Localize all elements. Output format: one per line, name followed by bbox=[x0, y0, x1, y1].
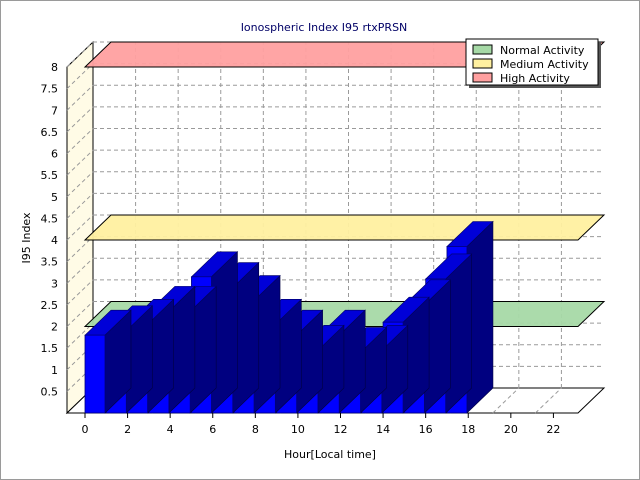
gridline-wall bbox=[66, 322, 94, 349]
gridline-wall bbox=[66, 63, 94, 89]
y-tick-label: 2 bbox=[51, 321, 58, 334]
legend-swatch bbox=[472, 44, 493, 55]
band-medium-activity bbox=[83, 214, 606, 241]
x-tick-label: 18 bbox=[461, 423, 475, 436]
x-tick-label: 20 bbox=[504, 423, 518, 436]
y-tick-label: 3 bbox=[51, 277, 58, 290]
x-tick-label: 2 bbox=[124, 423, 131, 436]
gridline-wall bbox=[66, 171, 94, 198]
x-tick-label: 22 bbox=[546, 423, 560, 436]
bar-hour-0 bbox=[84, 309, 132, 414]
legend-label: Normal Activity bbox=[500, 44, 585, 57]
legend-swatch bbox=[472, 58, 493, 69]
y-tick-label: 4.5 bbox=[41, 212, 59, 225]
gridline-wall bbox=[66, 149, 94, 176]
y-tick-label: 7.5 bbox=[41, 83, 59, 96]
gridline-floor bbox=[535, 387, 562, 414]
y-tick-label: 8 bbox=[51, 61, 58, 74]
y-tick-label: 1.5 bbox=[41, 342, 59, 355]
gridline-wall bbox=[66, 41, 94, 68]
chart-title: Ionospheric Index I95 rtxPRSN bbox=[241, 21, 408, 34]
gridline-wall bbox=[66, 236, 94, 262]
bars bbox=[84, 220, 494, 414]
legend-label: High Activity bbox=[500, 72, 570, 85]
gridline-wall bbox=[66, 128, 94, 154]
x-tick-label: 6 bbox=[209, 423, 216, 436]
legend-swatch bbox=[472, 72, 493, 83]
legend-label: Medium Activity bbox=[500, 58, 589, 71]
gridline-wall bbox=[66, 84, 94, 111]
y-tick-label: 5 bbox=[51, 191, 58, 204]
x-tick-label: 16 bbox=[419, 423, 433, 436]
y-tick-label: 3.5 bbox=[41, 256, 59, 269]
gridline-wall bbox=[66, 106, 94, 133]
x-axis-label: Hour[Local time] bbox=[284, 448, 376, 461]
x-tick-label: 10 bbox=[291, 423, 305, 436]
gridline-wall bbox=[66, 214, 94, 241]
y-tick-label: 4 bbox=[51, 234, 58, 247]
y-tick-label: 0.5 bbox=[41, 385, 59, 398]
x-tick-label: 4 bbox=[167, 423, 174, 436]
x-axis-ticks: 0 2 4 6 8 10 12 14 16 18 20 22 bbox=[82, 413, 560, 436]
y-tick-label: 7 bbox=[51, 104, 58, 117]
gridline-floor bbox=[492, 387, 520, 414]
x-tick-label: 8 bbox=[252, 423, 259, 436]
gridline-wall bbox=[66, 301, 94, 327]
y-tick-label: 5.5 bbox=[41, 169, 59, 182]
y-tick-label: 2.5 bbox=[41, 299, 59, 312]
y-tick-label: 1 bbox=[51, 364, 58, 377]
gridline-wall bbox=[66, 257, 94, 284]
gridline-wall bbox=[66, 193, 94, 219]
gridline-wall bbox=[66, 279, 94, 306]
x-tick-label: 12 bbox=[334, 423, 348, 436]
y-tick-label: 6.5 bbox=[41, 126, 59, 139]
x-tick-label: 0 bbox=[82, 423, 89, 436]
y-axis-label: I95 Index bbox=[20, 212, 33, 264]
y-tick-label: 6 bbox=[51, 148, 58, 161]
y-axis-ticks: 0.5 1 1.5 2 2.5 3 3.5 4 4.5 5 5.5 6 6.5 7 7.5 8 bbox=[41, 61, 59, 398]
bar-front bbox=[84, 334, 106, 414]
x-tick-label: 14 bbox=[376, 423, 390, 436]
